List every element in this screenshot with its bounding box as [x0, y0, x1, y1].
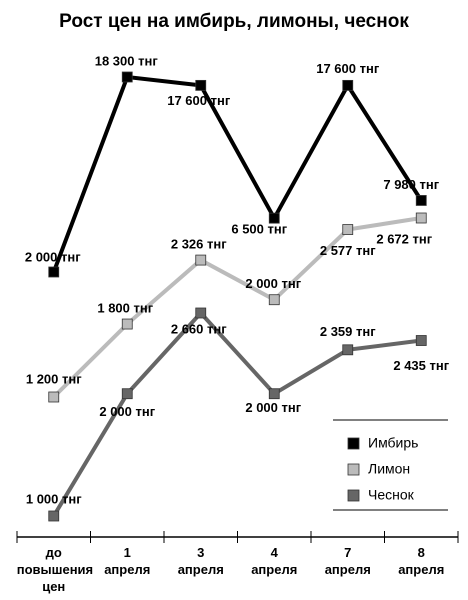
x-tick-label: 3 апреля [177, 545, 224, 577]
data-label: 2 660 тнг [171, 321, 227, 336]
point [121, 71, 133, 83]
series-line [52, 310, 422, 518]
point [195, 254, 207, 266]
point [268, 294, 280, 306]
data-label: 1 200 тнг [26, 371, 82, 386]
legend-label: Лимон [368, 461, 410, 477]
data-label: 2 359 тнг [320, 324, 376, 339]
point [48, 391, 60, 403]
series-line [52, 216, 422, 399]
legend-swatch [347, 489, 360, 502]
data-label: 17 600 тнг [167, 93, 231, 108]
point [195, 307, 207, 319]
point [342, 344, 354, 356]
data-label: 1 800 тнг [97, 300, 153, 315]
x-tick-label: 4 апреля [251, 545, 298, 577]
point [342, 79, 354, 91]
data-label: 1 000 тнг [26, 491, 82, 506]
legend-label: Имбирь [368, 435, 418, 451]
point [121, 318, 133, 330]
point [342, 224, 354, 235]
data-label: 2 000 тнг [99, 404, 155, 419]
data-label: 2 435 тнг [393, 358, 449, 373]
data-label: 2 000 тнг [245, 400, 301, 415]
legend-label: Чеснок [368, 487, 415, 503]
data-label: 2 000 тнг [245, 276, 301, 291]
x-tick-label: 7 апреля [324, 545, 371, 577]
point [48, 510, 60, 522]
point [415, 335, 427, 346]
data-label: 7 980 тнг [383, 177, 439, 192]
point [268, 388, 280, 400]
series-line [51, 74, 423, 273]
x-tick-label: 1 апреля [104, 545, 151, 577]
legend-swatch [347, 437, 360, 450]
x-tick-label: до повышения цен [16, 545, 94, 594]
data-label: 2 000 тнг [25, 249, 81, 264]
data-label: 6 500 тнг [231, 222, 287, 237]
data-label: 18 300 тнг [95, 53, 159, 68]
point [121, 388, 133, 400]
legend-swatch [347, 463, 360, 476]
point [48, 266, 60, 278]
data-label: 17 600 тнг [316, 61, 380, 76]
point [415, 195, 427, 206]
x-tick-label: 8 апреля [398, 545, 445, 577]
point [415, 212, 427, 224]
chart-title: Рост цен на имбирь, лимоны, чеснок [59, 11, 409, 32]
point [268, 212, 280, 224]
data-label: 2 577 тнг [320, 243, 376, 258]
data-label: 2 326 тнг [171, 237, 227, 252]
point [195, 79, 207, 91]
data-label: 2 672 тнг [376, 231, 432, 246]
